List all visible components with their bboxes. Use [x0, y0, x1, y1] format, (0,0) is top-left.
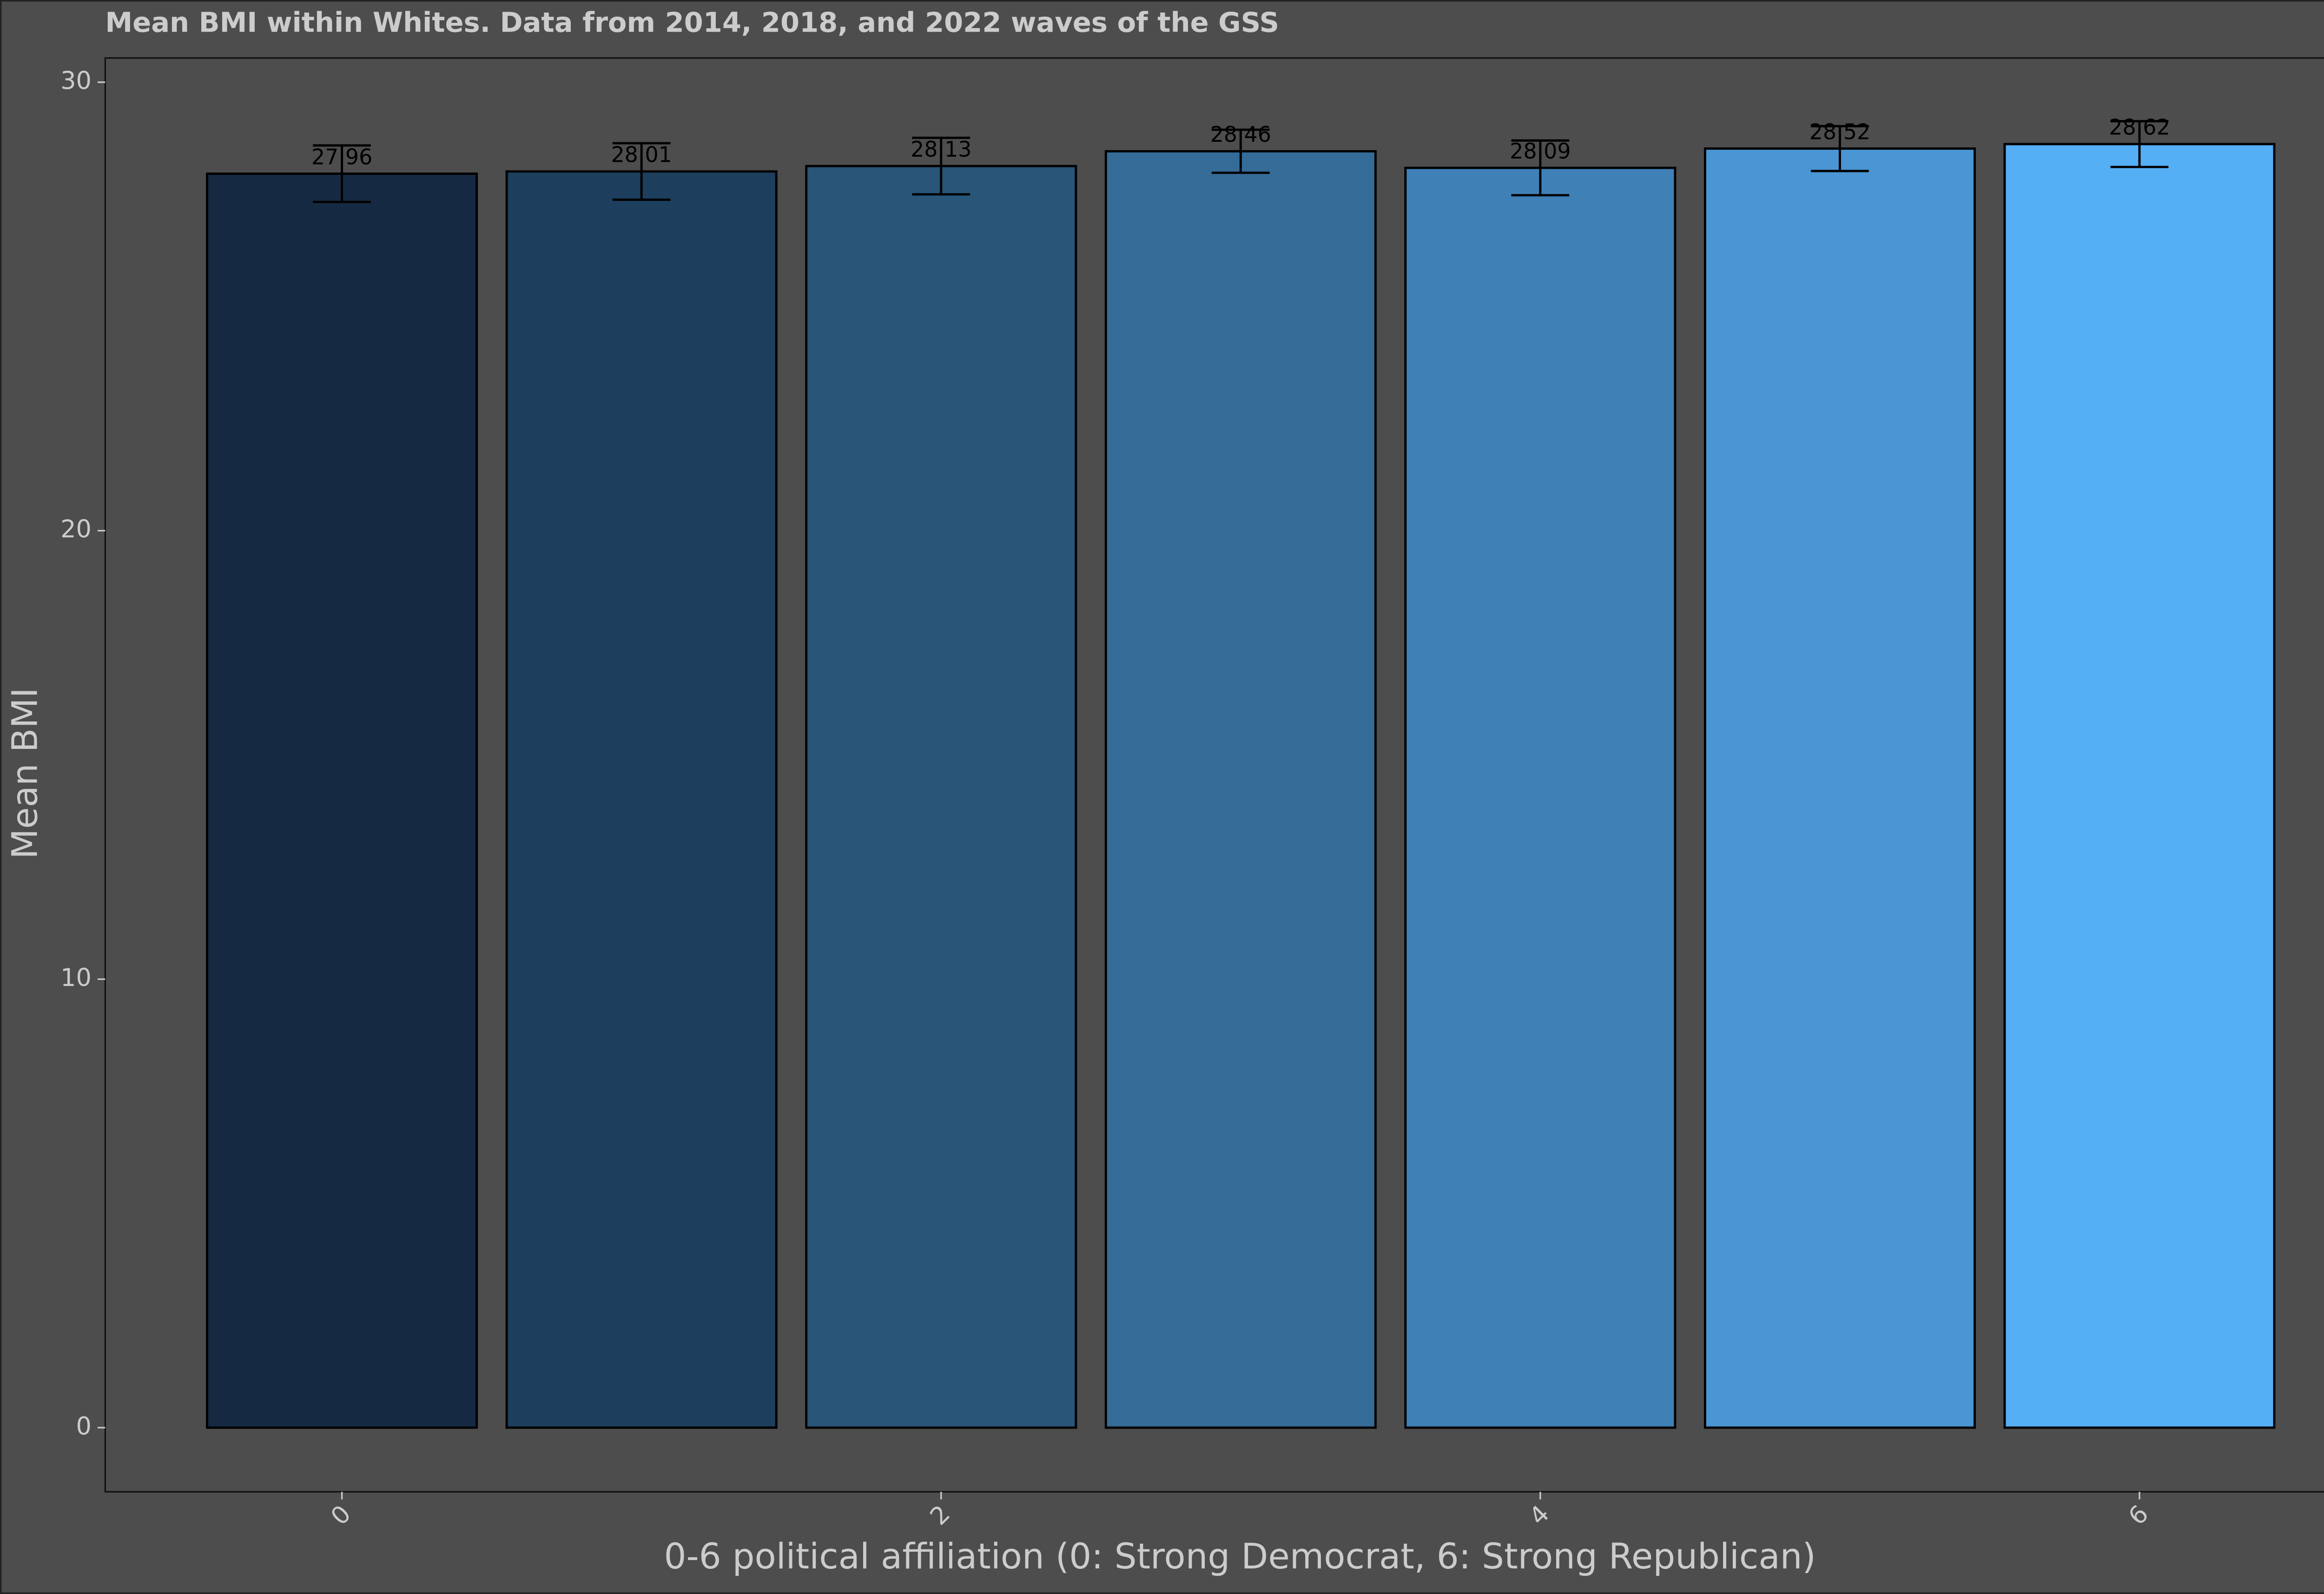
error-bar	[313, 144, 371, 203]
bar	[505, 170, 778, 1429]
value-label: 27.96	[311, 144, 372, 169]
bar	[1104, 150, 1377, 1429]
value-label: 28.46	[1210, 122, 1271, 147]
chart-title: Mean BMI within Whites. Data from 2014, …	[105, 7, 1279, 39]
y-axis-label: Mean BMI	[5, 688, 46, 859]
error-bar	[612, 142, 671, 201]
error-bar	[1511, 139, 1570, 197]
error-bar	[912, 137, 971, 196]
error-bar	[1211, 128, 1270, 174]
value-label: 28.09	[1510, 139, 1571, 164]
bar	[2003, 143, 2276, 1429]
error-bar	[2110, 120, 2169, 168]
bar	[1404, 166, 1677, 1429]
y-tick-label: 20	[60, 515, 92, 543]
y-tick-label: 30	[60, 66, 92, 95]
bar	[206, 172, 478, 1429]
bar	[1703, 147, 1976, 1429]
value-label: 28.52	[1809, 119, 1870, 144]
y-tick-label: 0	[76, 1412, 91, 1441]
value-label: 28.13	[911, 137, 971, 162]
x-axis-label: 0-6 political affiliation (0: Strong Dem…	[664, 1536, 1816, 1577]
error-bar	[1811, 125, 1869, 172]
y-tick-label: 10	[60, 964, 92, 992]
value-label: 28.01	[611, 142, 672, 167]
bar	[805, 165, 1077, 1429]
value-label: 28.62	[2109, 115, 2170, 140]
